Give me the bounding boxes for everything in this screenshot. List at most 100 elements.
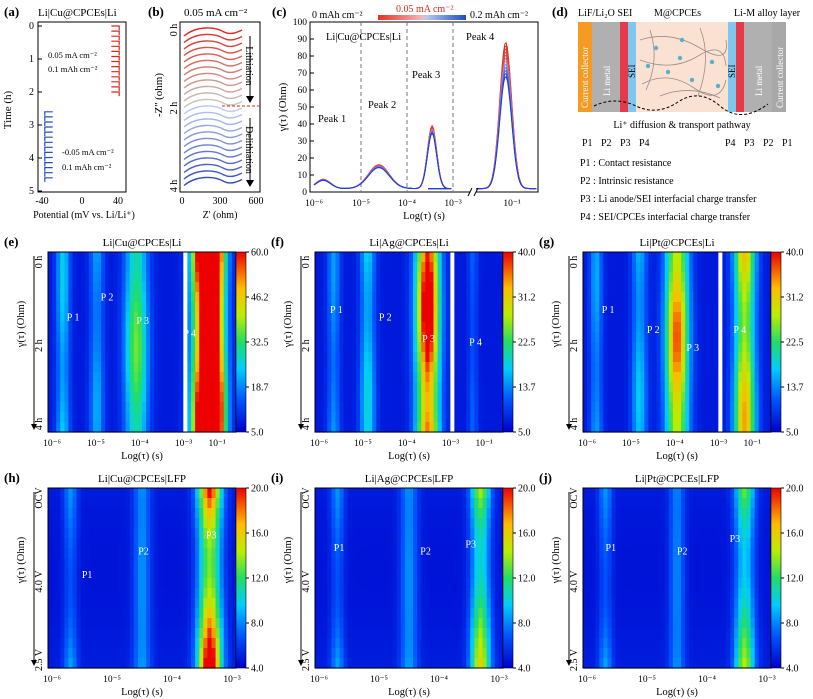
heatmap-cell	[170, 578, 176, 589]
heatmap-cell	[400, 518, 406, 529]
heatmap-cell	[351, 352, 357, 363]
heatmap-cell	[400, 412, 406, 423]
heatmap-cell	[656, 588, 662, 599]
heatmap-cell	[433, 322, 439, 333]
heatmap-cell	[166, 578, 172, 589]
heatmap-cell	[478, 578, 484, 589]
heatmap-cell	[113, 488, 119, 499]
heatmap-cell	[343, 332, 349, 343]
heatmap-cell	[474, 342, 480, 353]
heatmap-cell	[319, 332, 324, 343]
heatmap-cell	[490, 262, 496, 273]
heatmap-cell	[445, 302, 451, 313]
heatmap-cell	[372, 362, 377, 373]
heatmap-cell	[766, 372, 772, 383]
heatmap-cell	[231, 538, 237, 549]
heatmap-cell	[323, 412, 328, 423]
heatmap-cell	[656, 332, 662, 343]
heatmap-cell	[599, 312, 605, 323]
heatmap-cell	[742, 498, 748, 509]
heatmap-cell	[417, 548, 422, 559]
heatmap-cell	[347, 528, 353, 539]
heatmap-cell	[368, 558, 373, 569]
heatmap-cell	[587, 598, 592, 609]
heatmap-cell	[92, 518, 98, 529]
heatmap-cell	[372, 252, 377, 263]
legend-right: 0.2 mAh cm⁻²	[470, 10, 528, 21]
heatmap-cell	[227, 412, 233, 423]
heatmap-cell	[644, 588, 649, 599]
heatmap-cell	[52, 332, 57, 343]
heatmap-cell	[721, 422, 727, 433]
heatmap-cell	[445, 558, 451, 569]
heatmap-cell	[191, 588, 196, 599]
p-label: P1	[782, 138, 793, 149]
heatmap-cell	[726, 402, 731, 413]
heatmap-cell	[713, 568, 719, 579]
heatmap-cell	[599, 518, 605, 529]
heatmap-cell	[458, 508, 463, 519]
heatmap-cell	[68, 342, 74, 353]
heatmap-cell	[219, 292, 225, 303]
heatmap-cell	[372, 302, 377, 313]
heatmap-cell	[48, 648, 53, 659]
heatmap-cell	[154, 262, 159, 273]
heatmap-cell	[482, 548, 488, 559]
heatmap-cell	[717, 488, 723, 499]
heatmap-cell	[359, 488, 365, 499]
heatmap-cell	[766, 558, 772, 569]
heatmap-cell	[211, 608, 217, 619]
heatmap-cell	[433, 548, 439, 559]
heatmap-cell	[611, 538, 617, 549]
heatmap-cell	[413, 272, 418, 283]
heatmap-cell	[754, 382, 760, 393]
heatmap-cell	[186, 422, 192, 433]
heatmap-cell	[113, 528, 119, 539]
heatmap-cell	[223, 508, 229, 519]
heatmap-cell	[355, 608, 361, 619]
heatmap-cell	[359, 352, 365, 363]
heatmap-cell	[607, 558, 613, 569]
heatmap-cell	[466, 362, 471, 373]
heatmap-cell	[174, 608, 180, 619]
heatmap-cell	[150, 538, 155, 549]
heatmap-cell	[421, 568, 426, 579]
heatmap-cell	[595, 498, 600, 509]
heatmap-cell	[133, 292, 139, 303]
heatmap-cell	[672, 252, 678, 263]
heatmap-cell	[142, 372, 147, 383]
heatmap-cell	[137, 618, 143, 629]
heatmap-cell	[56, 272, 61, 283]
heatmap-cell	[227, 332, 233, 343]
heatmap-cell	[335, 382, 341, 393]
heatmap-cell	[121, 598, 127, 609]
heatmap-cell	[359, 362, 365, 373]
heatmap-cell	[121, 302, 127, 313]
heatmap-cell	[319, 392, 324, 403]
heatmap-cell	[80, 292, 86, 303]
heatmap-cell	[701, 262, 707, 273]
heatmap-cell	[355, 312, 361, 323]
heatmap-cell	[388, 488, 394, 499]
heatmap-cell	[681, 588, 686, 599]
heatmap-cell	[482, 508, 488, 519]
heatmap-cell	[327, 608, 332, 619]
heatmap-cell	[726, 508, 731, 519]
heatmap-cell	[425, 322, 431, 333]
heatmap-cell	[211, 578, 217, 589]
colorbar-label: 22.5	[518, 338, 536, 349]
heatmap-cell	[623, 392, 629, 403]
heatmap-cell	[494, 272, 500, 283]
heatmap-cell	[433, 262, 439, 273]
heatmap-cell	[425, 588, 431, 599]
heatmap-cell	[219, 508, 225, 519]
heatmap-cell	[133, 528, 139, 539]
heatmap-cell	[392, 352, 398, 363]
heatmap-cell	[315, 528, 320, 539]
heatmap-cell	[462, 518, 467, 529]
heatmap-cell	[88, 312, 94, 323]
heatmap-cell	[583, 558, 588, 569]
y-tick-label: 4.0 V	[301, 570, 312, 593]
heatmap-cell	[746, 578, 752, 589]
y-tick-label: OCV	[301, 487, 312, 509]
